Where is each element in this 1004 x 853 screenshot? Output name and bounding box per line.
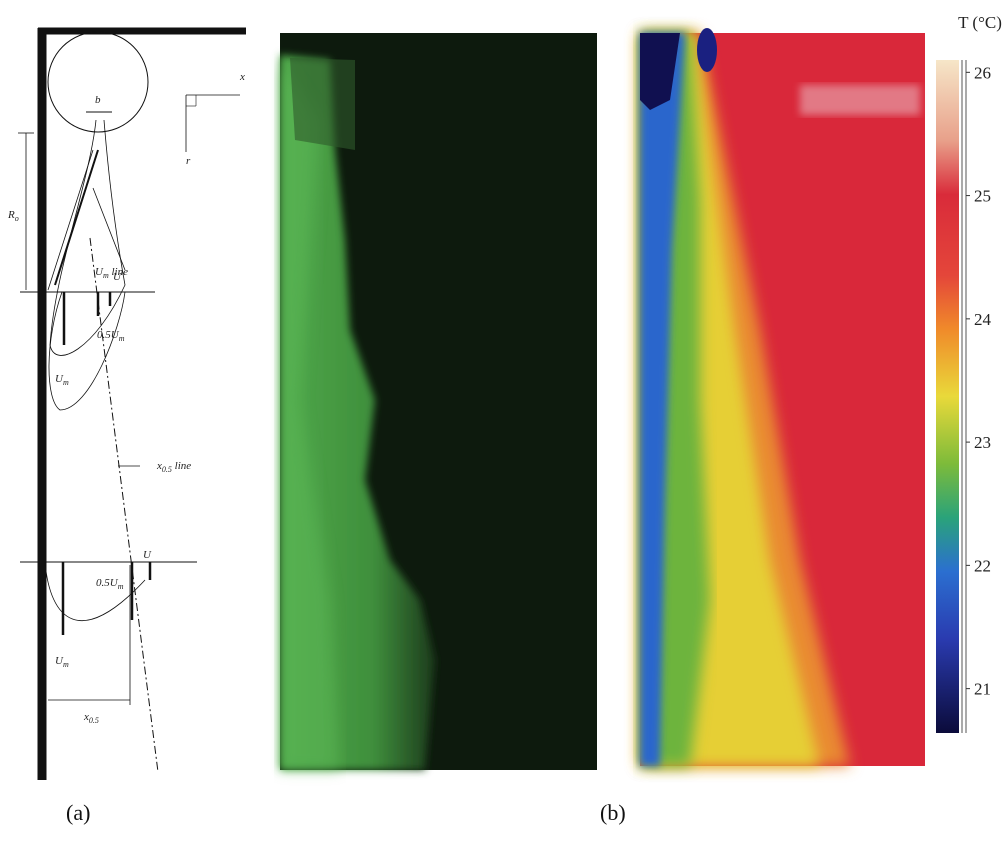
- caption-a: (a): [66, 800, 90, 825]
- schematic-label: Um: [55, 655, 69, 669]
- tick-label: 24: [974, 310, 992, 329]
- label-main: 0.5U: [96, 577, 119, 589]
- schematic-label: b: [95, 94, 101, 106]
- label-sub: 0.5: [162, 465, 172, 474]
- label-main: x: [83, 711, 89, 723]
- label-main: U: [55, 655, 64, 667]
- tick-label: 22: [974, 556, 991, 575]
- label-sub: m: [119, 334, 125, 343]
- schematic-label: U: [113, 271, 122, 283]
- label-main: x: [156, 460, 162, 472]
- schematic-label: U: [143, 549, 152, 561]
- label-main: R: [7, 209, 15, 221]
- label-after: line: [109, 266, 128, 278]
- schematic-label: Um line: [95, 266, 128, 280]
- tick-label: 21: [974, 680, 991, 699]
- thermal-image: [640, 28, 925, 766]
- tick-label: 26: [974, 63, 991, 82]
- label-main: 0.5U: [97, 329, 120, 341]
- colorbar: [936, 60, 967, 733]
- schematic-label: Ro: [7, 209, 19, 223]
- label-after: line: [172, 460, 191, 472]
- colorbar-ticks: 21 22 23 24 25 26: [966, 63, 992, 699]
- schematic-label: x: [239, 71, 245, 83]
- label-main: U: [55, 373, 64, 385]
- label-sub: 0.5: [89, 716, 99, 725]
- schematic-label: x0.5: [83, 711, 99, 725]
- colorbar-title: T (°C): [958, 13, 1002, 32]
- label-main: r: [186, 155, 191, 167]
- label-main: U: [95, 266, 104, 278]
- label-sub: o: [15, 214, 19, 223]
- label-main: U: [113, 271, 122, 283]
- label-sub: m: [63, 378, 69, 387]
- label-main: b: [95, 94, 101, 106]
- schematic: [18, 27, 246, 780]
- label-main: x: [239, 71, 245, 83]
- schematic-label: r: [186, 155, 191, 167]
- schematic-label: 0.5Um: [96, 577, 124, 591]
- schematic-label: x0.5 line: [156, 460, 191, 474]
- tick-label: 23: [974, 433, 991, 452]
- label-sub: m: [118, 582, 124, 591]
- schematic-label: Um: [55, 373, 69, 387]
- label-sub: m: [103, 271, 109, 280]
- label-main: U: [143, 549, 152, 561]
- schematic-label: 0.5Um: [97, 329, 125, 343]
- flow-visualization: [280, 33, 597, 770]
- label-sub: m: [63, 660, 69, 669]
- tick-label: 25: [974, 187, 991, 206]
- caption-b: (b): [600, 800, 626, 825]
